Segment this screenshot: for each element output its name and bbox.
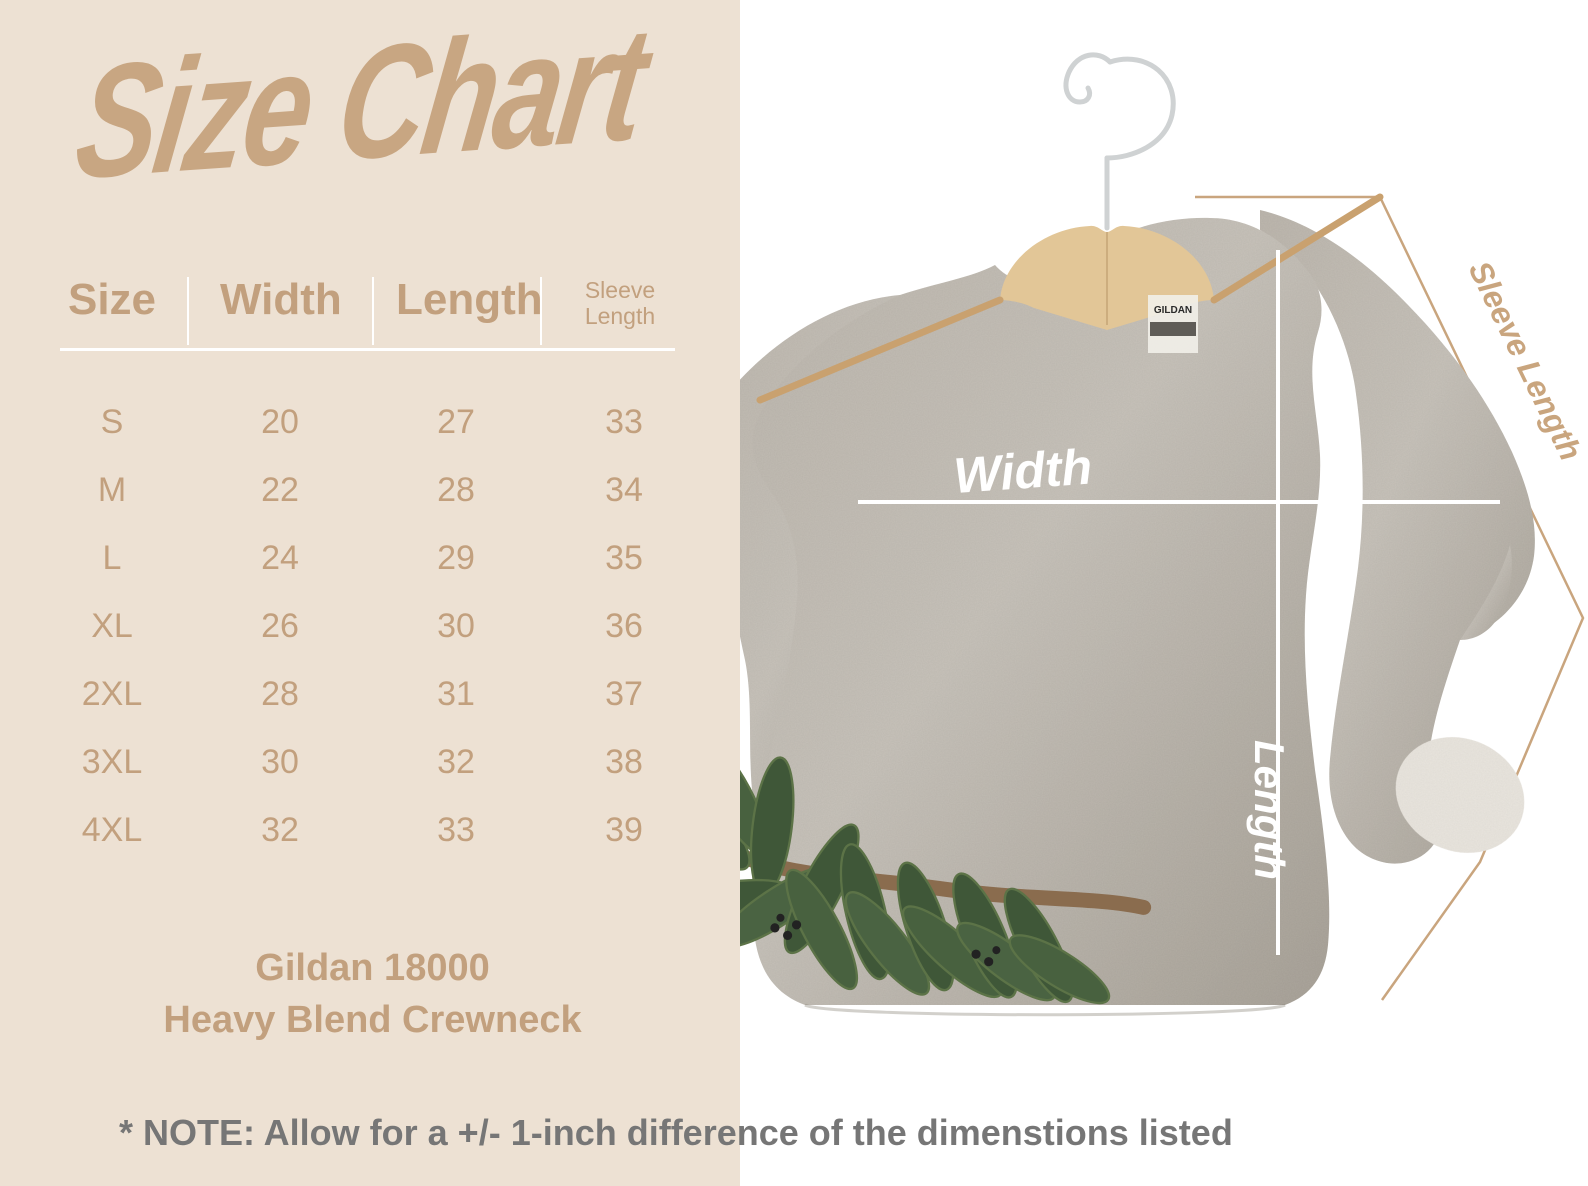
svg-text:Length: Length bbox=[1246, 740, 1293, 880]
svg-text:Width: Width bbox=[952, 438, 1094, 504]
svg-text:GILDAN: GILDAN bbox=[1154, 305, 1192, 316]
